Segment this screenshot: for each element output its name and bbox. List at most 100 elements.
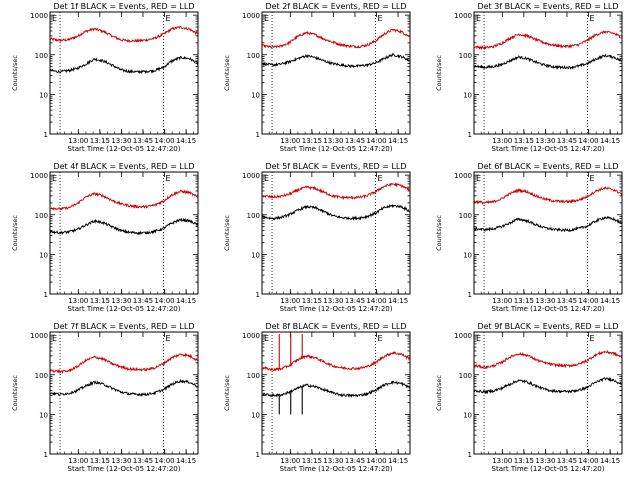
y-tick-label: 1000 [454,172,472,180]
x-axis-label: Start Time (12-Oct-05 12:47:20) [280,305,393,313]
y-tick-label: 100 [247,212,260,220]
event-marker-left: E [264,174,269,183]
event-marker-left: E [264,14,269,23]
x-tick-label: 13:15 [302,297,322,305]
series-events [49,55,199,75]
event-marker-right: E [590,334,595,343]
plot-frame [261,331,411,455]
series-lld [261,182,411,201]
x-tick-label: 13:00 [280,137,300,145]
x-tick-label: 13:15 [514,297,534,305]
series-lld [49,352,199,375]
y-tick-label: 1 [468,131,472,139]
y-tick-label: 1000 [242,12,260,20]
y-tick-label: 1000 [242,172,260,180]
x-tick-label: 13:30 [535,457,555,465]
event-marker-left: E [476,174,481,183]
x-tick-label: 13:45 [133,457,153,465]
series-events [473,215,623,233]
detector-panel-1: Det 1f BLACK = Events, RED = LLD 1 10 100 10… [11,2,199,153]
y-tick-label: 10 [251,251,260,259]
y-tick-label: 10 [251,411,260,419]
x-tick-label: 13:00 [280,457,300,465]
y-tick-label: 1 [44,291,48,299]
y-tick-label: 1 [44,451,48,459]
x-tick-label: 13:30 [111,137,131,145]
y-tick-label: 100 [247,52,260,60]
x-tick-label: 13:15 [514,457,534,465]
panel-title: Det 3f BLACK = Events, RED = LLD [477,2,618,11]
x-tick-label: 14:15 [176,137,196,145]
series-events [261,53,411,69]
detector-panel-3: Det 3f BLACK = Events, RED = LLD 1 10 100 10… [435,2,623,153]
y-tick-label: 10 [463,91,472,99]
y-tick-label: 100 [459,212,472,220]
x-tick-label: 14:15 [600,457,620,465]
y-axis-label: Counts/sec [11,215,19,251]
panel-title: Det 5f BLACK = Events, RED = LLD [265,162,406,171]
y-tick-label: 1000 [30,172,48,180]
y-axis-label: Counts/sec [223,215,231,251]
x-tick-label: 13:30 [111,297,131,305]
x-tick-label: 13:30 [111,457,131,465]
event-marker-right: E [378,174,383,183]
y-axis-label: Counts/sec [11,55,19,91]
y-tick-label: 100 [247,372,260,380]
panel-title: Det 4f BLACK = Events, RED = LLD [53,162,194,171]
y-tick-label: 1 [468,451,472,459]
series-lld [474,349,623,370]
event-marker-right: E [378,334,383,343]
x-tick-label: 14:15 [388,457,408,465]
y-axis-label: Counts/sec [435,375,443,411]
x-tick-label: 14:00 [154,137,174,145]
detector-panel-6: Det 6f BLACK = Events, RED = LLD 1 10 100 10… [435,162,623,313]
x-tick-label: 14:15 [600,297,620,305]
x-tick-label: 14:00 [578,297,598,305]
x-tick-label: 13:15 [90,137,110,145]
detector-panel-9: Det 9f BLACK = Events, RED = LLD 1 10 100 10… [435,322,623,473]
series-events [261,380,411,398]
x-tick-label: 13:30 [535,297,555,305]
y-tick-label: 10 [251,91,260,99]
series-events [473,53,623,70]
event-marker-right: E [166,14,171,23]
event-marker-right: E [166,334,171,343]
x-tick-label: 14:15 [176,297,196,305]
y-tick-label: 1000 [454,332,472,340]
y-tick-label: 100 [35,52,48,60]
x-axis-label: Start Time (12-Oct-05 12:47:20) [492,305,605,313]
x-tick-label: 13:30 [323,457,343,465]
x-tick-label: 14:15 [600,137,620,145]
x-tick-label: 13:00 [280,297,300,305]
x-tick-label: 14:00 [366,297,386,305]
series-events [473,376,623,395]
series-lld [49,25,199,44]
x-tick-label: 14:00 [366,457,386,465]
x-axis-label: Start Time (12-Oct-05 12:47:20) [280,145,393,153]
y-tick-label: 1000 [454,12,472,20]
x-tick-label: 13:30 [323,137,343,145]
y-tick-label: 1 [44,131,48,139]
x-tick-label: 13:45 [345,457,365,465]
y-tick-label: 1000 [242,332,260,340]
y-tick-label: 1 [468,291,472,299]
y-tick-label: 10 [39,251,48,259]
x-tick-label: 13:30 [323,297,343,305]
y-tick-label: 1 [256,451,260,459]
x-axis-label: Start Time (12-Oct-05 12:47:20) [68,145,181,153]
detector-panel-5: Det 5f BLACK = Events, RED = LLD 1 10 100 10… [223,162,411,313]
y-tick-label: 1 [256,131,260,139]
event-marker-left: E [52,174,57,183]
x-tick-label: 13:45 [133,297,153,305]
x-axis-label: Start Time (12-Oct-05 12:47:20) [68,305,181,313]
panel-title: Det 1f BLACK = Events, RED = LLD [53,2,194,11]
x-tick-label: 13:45 [345,297,365,305]
series-lld [261,351,411,372]
x-axis-label: Start Time (12-Oct-05 12:47:20) [492,465,605,473]
series-events [49,378,199,397]
x-tick-label: 13:45 [557,137,577,145]
panel-title: Det 2f BLACK = Events, RED = LLD [265,2,406,11]
plot-frame [473,11,623,135]
y-tick-label: 1000 [30,332,48,340]
